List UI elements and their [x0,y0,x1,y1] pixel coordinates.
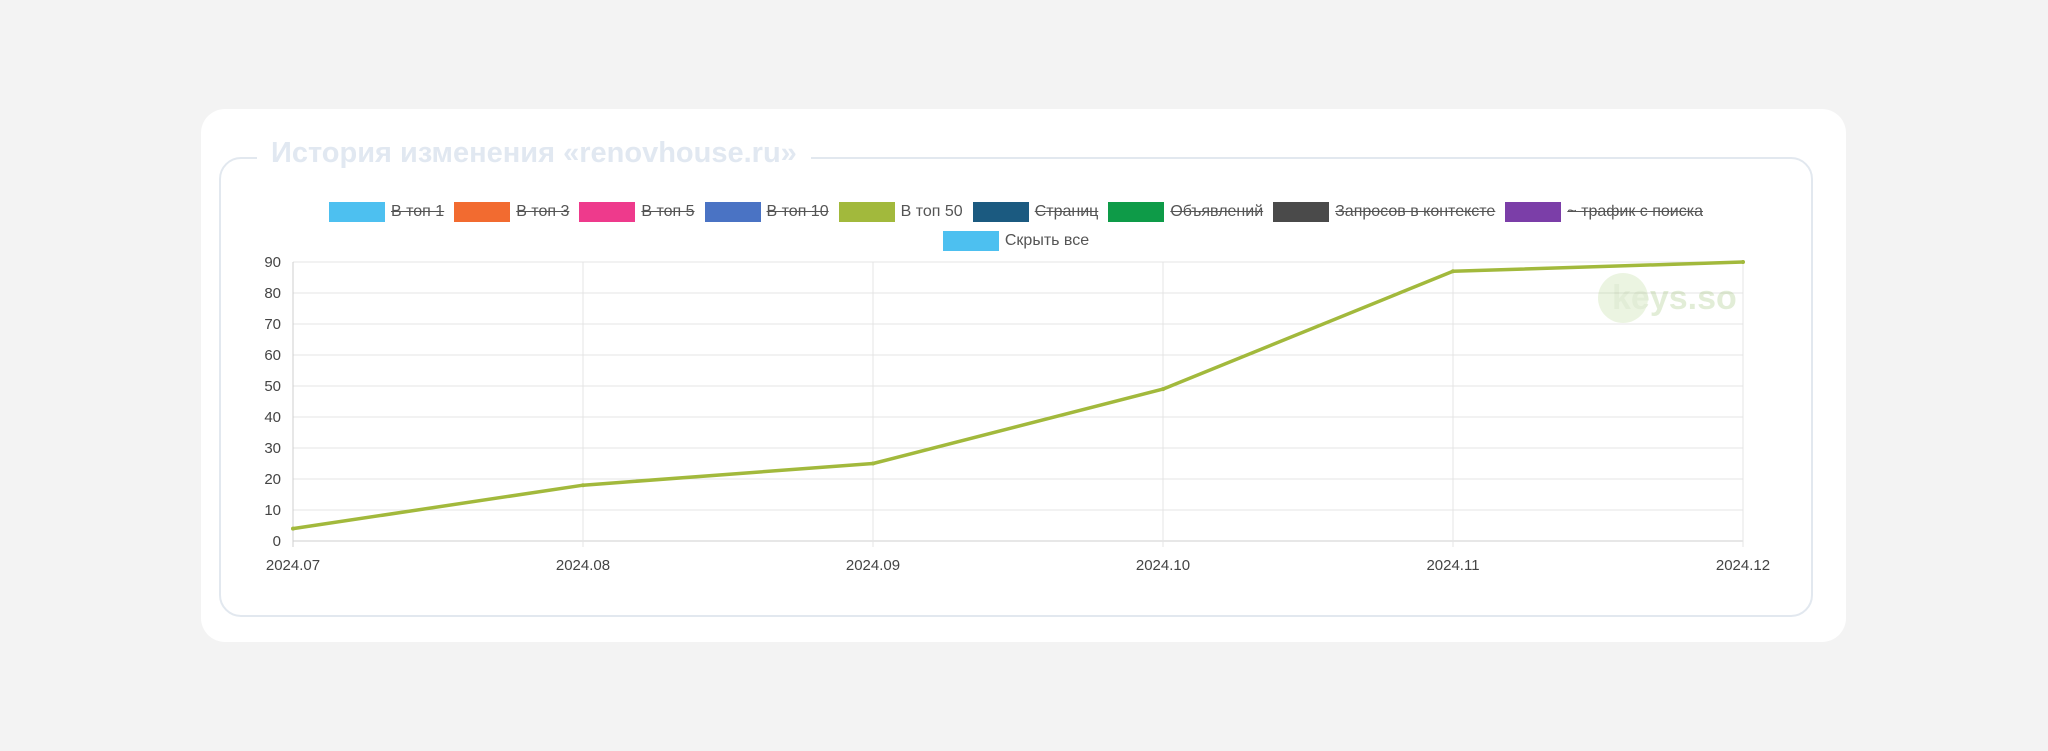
x-tick-label: 2024.07 [266,557,320,574]
legend-item[interactable]: В топ 3 [454,202,569,222]
data-point [871,461,875,466]
y-tick-label: 70 [264,316,281,333]
y-tick-label: 20 [264,471,281,488]
data-point [1451,269,1455,274]
x-tick-label: 2024.09 [846,557,900,574]
chart-legend-hide-all-row: Скрыть все [219,230,1813,252]
chart-legend: В топ 1 В топ 3 В топ 5 В топ 10 В топ 50 Стр… [219,201,1813,223]
y-tick-label: 40 [264,409,281,426]
watermark: keys.so [1598,273,1737,323]
watermark-text: keys.so [1612,278,1737,317]
legend-swatch [1108,202,1165,222]
x-tick-label: 2024.12 [1716,557,1770,574]
legend-swatch [704,202,761,222]
data-point [1161,387,1165,392]
y-tick-label: 10 [264,502,281,519]
data-point [1741,260,1745,264]
data-point [581,483,585,488]
legend-label: В топ 1 [391,203,445,220]
legend-item[interactable]: Страниц [972,202,1099,222]
y-tick-label: 30 [264,440,281,457]
legend-label: В топ 50 [900,203,963,220]
legend-item[interactable]: В топ 50 [838,202,963,222]
y-tick-label: 80 [264,285,281,302]
y-tick-label: 50 [264,378,281,395]
legend-label: Страниц [1034,203,1099,220]
y-tick-label: 60 [264,347,281,364]
legend-label: ~ трафик с поиска [1567,203,1703,220]
chart-card [201,109,1846,642]
legend-label: Объявлений [1170,203,1264,220]
chart-title: История изменения «renovhouse.ru» [257,135,811,171]
x-tick-label: 2024.11 [1426,557,1479,574]
legend-swatch [838,202,895,222]
legend-swatch [454,202,511,222]
data-point [291,526,295,531]
series-line [291,260,1745,531]
legend-item[interactable]: В топ 1 [329,202,444,222]
legend-swatch [972,202,1029,222]
legend-label: Скрыть все [1004,232,1090,249]
legend-label: В топ 10 [766,203,829,220]
legend-item[interactable]: В топ 10 [704,202,829,222]
legend-swatch [942,231,999,251]
hide-all-button[interactable]: Скрыть все [942,231,1090,251]
legend-item[interactable]: Запросов в контексте [1273,202,1495,222]
legend-label: В топ 3 [516,203,570,220]
legend-item[interactable]: Объявлений [1108,202,1263,222]
y-tick-label: 0 [273,533,281,550]
x-tick-label: 2024.08 [556,557,610,574]
legend-label: В топ 5 [641,203,695,220]
chart-fieldset [219,157,1813,617]
legend-item[interactable]: В топ 5 [579,202,695,222]
y-tick-label: 90 [264,254,281,271]
legend-swatch [1273,202,1330,222]
legend-swatch [579,202,636,222]
legend-swatch [329,202,386,222]
legend-label: Запросов в контексте [1335,203,1496,220]
legend-item[interactable]: ~ трафик с поиска [1505,202,1703,222]
legend-swatch [1505,202,1562,222]
watermark-logo-icon [1598,273,1648,323]
x-tick-label: 2024.10 [1136,557,1190,574]
